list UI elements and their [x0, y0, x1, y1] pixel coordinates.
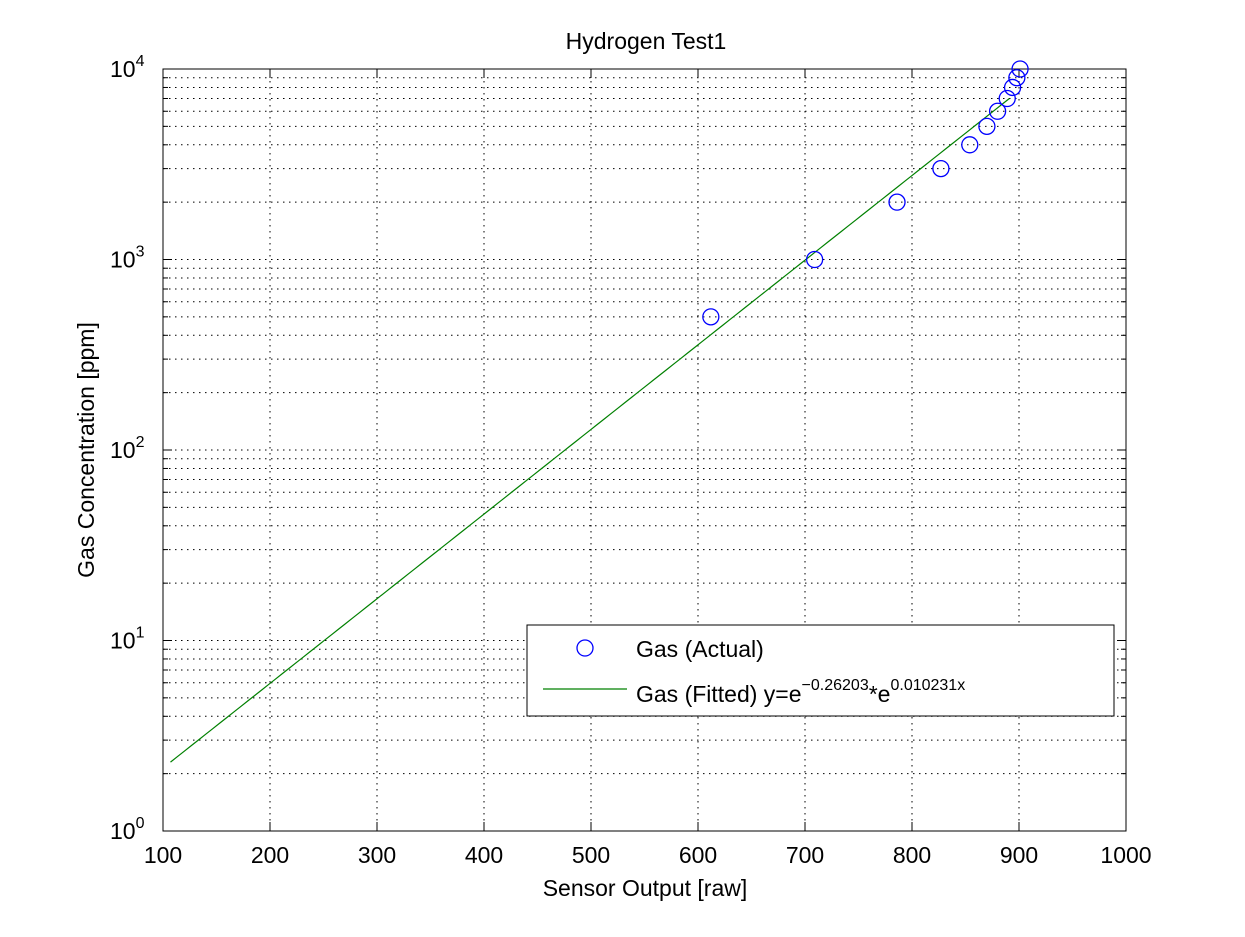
- y-tick-base: 10: [110, 818, 136, 844]
- fit-prefix: Gas (Fitted) y=e: [636, 681, 802, 707]
- legend: Gas (Actual) Gas (Fitted) y=e−0.26203*e0…: [527, 625, 1114, 716]
- y-tick-base: 10: [110, 437, 136, 463]
- y-tick-base: 10: [110, 247, 136, 273]
- x-tick-label: 800: [893, 842, 931, 868]
- y-tick-exponent: 4: [136, 53, 145, 70]
- y-tick-exponent: 1: [136, 625, 145, 642]
- y-tick-exponent: 3: [136, 244, 145, 261]
- chart-title: Hydrogen Test1: [566, 28, 727, 54]
- x-tick-label: 500: [572, 842, 610, 868]
- y-axis-title: Gas Concentration [ppm]: [73, 322, 99, 578]
- fit-star: *: [869, 681, 878, 707]
- x-tick-label: 700: [786, 842, 824, 868]
- y-tick-base: 10: [110, 56, 136, 82]
- x-tick-label: 400: [465, 842, 503, 868]
- y-tick-base: 10: [110, 628, 136, 654]
- fit-base2: e: [878, 681, 891, 707]
- x-tick-label: 100: [144, 842, 182, 868]
- y-tick-exponent: 0: [136, 815, 145, 832]
- legend-box: [527, 625, 1114, 716]
- x-tick-label: 900: [1000, 842, 1038, 868]
- fit-exp2: 0.010231x: [890, 677, 965, 694]
- x-tick-label: 1000: [1100, 842, 1151, 868]
- x-tick-label: 200: [251, 842, 289, 868]
- x-axis-title: Sensor Output [raw]: [543, 875, 748, 901]
- x-tick-label: 300: [358, 842, 396, 868]
- legend-label-actual: Gas (Actual): [636, 636, 764, 662]
- x-tick-label: 600: [679, 842, 717, 868]
- fit-exp1: −0.26203: [802, 677, 869, 694]
- y-tick-exponent: 2: [136, 434, 145, 451]
